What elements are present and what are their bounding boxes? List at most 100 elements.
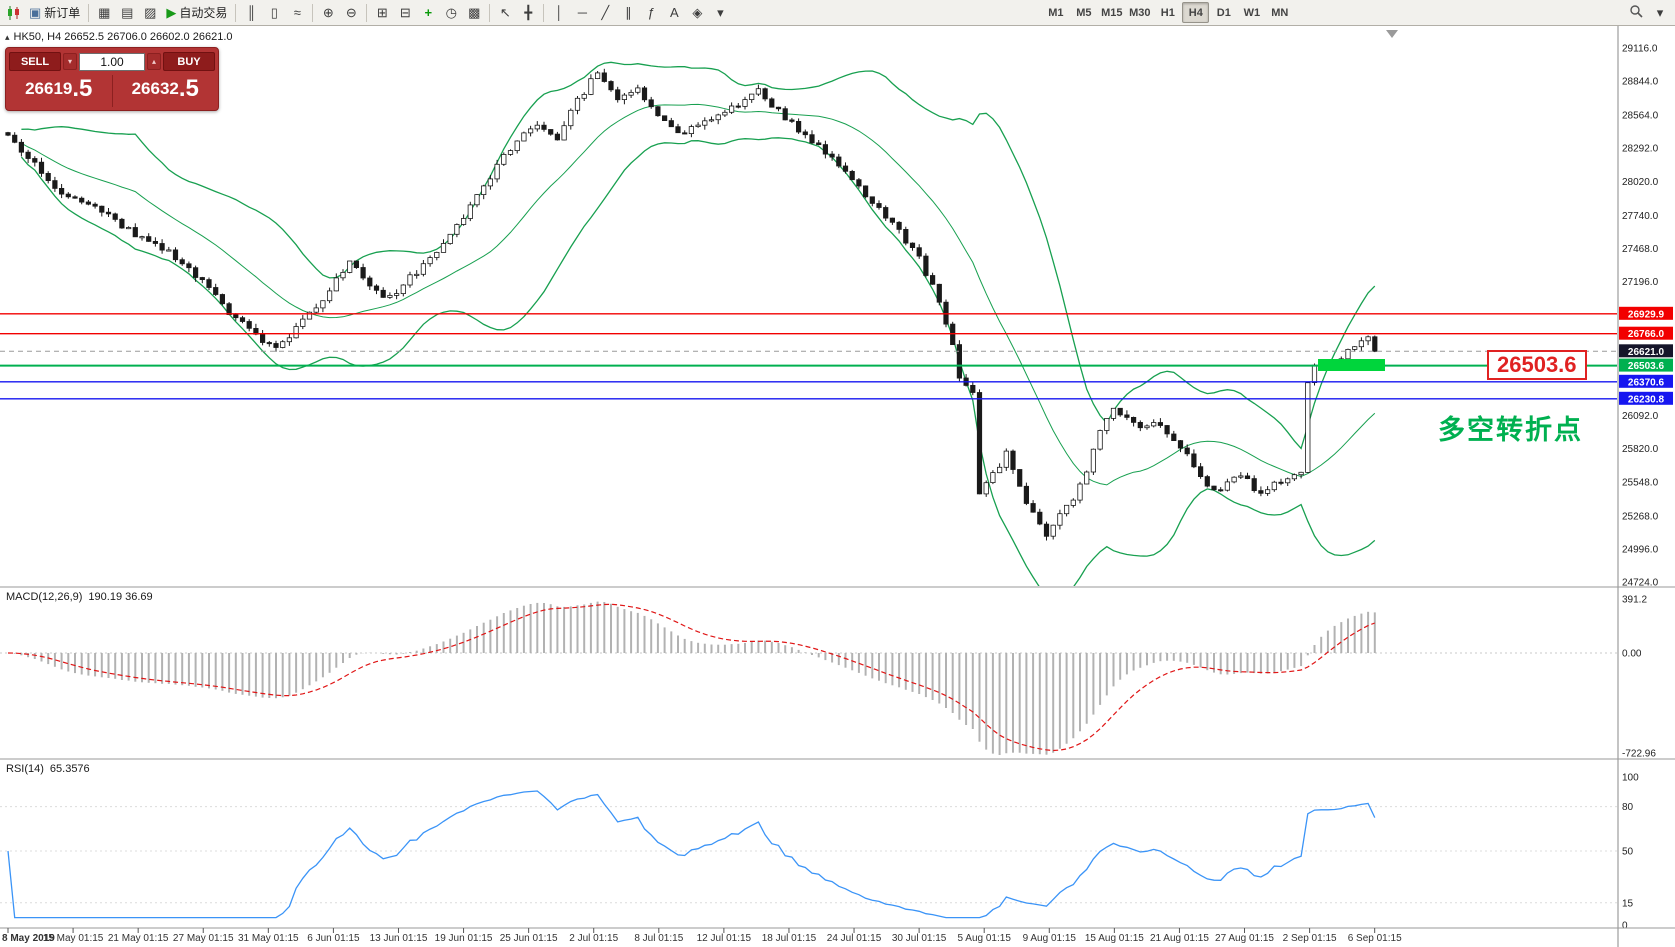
volume-input[interactable]: 1.00	[79, 52, 145, 71]
rsi-panel[interactable]	[0, 790, 1617, 919]
svg-text:27 May 01:15: 27 May 01:15	[173, 933, 234, 944]
charts-window-button[interactable]: ▦	[93, 2, 115, 23]
candle-chart-button[interactable]: ▯	[263, 2, 285, 23]
svg-text:15 Aug 01:15: 15 Aug 01:15	[1085, 933, 1144, 944]
line-chart-button[interactable]: ≈	[286, 2, 308, 23]
cascade-windows-button[interactable]: ⊟	[394, 2, 416, 23]
timeframe-h1-button[interactable]: H1	[1154, 2, 1181, 23]
svg-text:21 Aug 01:15: 21 Aug 01:15	[1150, 933, 1209, 944]
zoom-out-button[interactable]: ⊖	[340, 2, 362, 23]
bar-chart-icon: ║	[246, 5, 256, 20]
volume-decrease-button[interactable]: ▾	[63, 53, 77, 70]
zoom-in-button[interactable]: ⊕	[317, 2, 339, 23]
main-chart-area[interactable]	[0, 61, 1617, 599]
autotrading-button[interactable]: ▶ 自动交易	[162, 2, 231, 23]
bar-chart-button[interactable]: ║	[240, 2, 262, 23]
price-tag	[1619, 391, 1673, 405]
search-icon	[1629, 4, 1643, 21]
toolbar-more-button[interactable]: ▾	[1649, 2, 1671, 23]
svg-text:25820.0: 25820.0	[1622, 444, 1659, 455]
text-icon: A	[669, 5, 679, 20]
market-watch-icon: ▨	[144, 5, 157, 20]
rsi-value: 65.3576	[49, 763, 90, 775]
macd-signal-line	[7, 603, 1376, 752]
support-price-label[interactable]: 26503.6	[1487, 350, 1587, 380]
timeframe-w1-button[interactable]: W1	[1238, 2, 1265, 23]
templates-icon: ▩	[468, 5, 481, 20]
svg-text:29116.0: 29116.0	[1622, 44, 1658, 55]
timeframe-m15-button[interactable]: M15	[1098, 2, 1125, 23]
shapes-dropdown-button[interactable]: ▾	[709, 2, 731, 23]
templates-button[interactable]: ▩	[463, 2, 485, 23]
crosshair-button[interactable]: ╋	[517, 2, 539, 23]
profiles-button[interactable]: ▤	[116, 2, 138, 23]
collapse-icon[interactable]: ▴	[5, 31, 10, 42]
svg-text:25268.0: 25268.0	[1622, 511, 1659, 522]
cursor-button[interactable]: ↖	[494, 2, 516, 23]
symbol-ohlc-text: HK50, H4 26652.5 26706.0 26602.0 26621.0	[13, 31, 233, 43]
buy-price-main: 26632	[131, 79, 179, 98]
svg-text:5 Aug 01:15: 5 Aug 01:15	[958, 933, 1012, 944]
timeframe-m5-button[interactable]: M5	[1070, 2, 1097, 23]
indicators-button[interactable]: +	[417, 2, 439, 23]
timeframe-m1-button[interactable]: M1	[1042, 2, 1069, 23]
svg-text:50: 50	[1622, 847, 1634, 858]
bollinger-lower-band	[20, 137, 1376, 586]
channel-button[interactable]: ∥	[617, 2, 639, 23]
indicators-icon: +	[424, 5, 433, 20]
svg-text:12 Jul 01:15: 12 Jul 01:15	[697, 933, 752, 944]
svg-text:15: 15	[1622, 898, 1634, 909]
buy-price[interactable]: 26632 .5	[113, 73, 219, 109]
svg-text:26230.8: 26230.8	[1628, 394, 1665, 405]
svg-text:18 Jul 01:15: 18 Jul 01:15	[762, 933, 817, 944]
vline-button[interactable]: │	[548, 2, 570, 23]
new-order-button[interactable]: ▣ 新订单	[25, 2, 84, 23]
svg-text:28020.0: 28020.0	[1622, 177, 1659, 188]
hline-button[interactable]: ─	[571, 2, 593, 23]
fibonacci-button[interactable]: ƒ	[640, 2, 662, 23]
tile-windows-button[interactable]: ⊞	[371, 2, 393, 23]
autotrading-play-icon: ▶	[166, 5, 177, 20]
svg-text:15 May 01:15: 15 May 01:15	[43, 933, 104, 944]
svg-text:0.00: 0.00	[1622, 649, 1642, 660]
turning-point-annotation[interactable]: 多空转折点	[1438, 415, 1583, 445]
macd-values: 190.19 36.69	[88, 591, 153, 603]
timeframe-h4-button[interactable]: H4	[1182, 2, 1210, 23]
candle-chart-icon: ▯	[270, 5, 278, 20]
svg-text:27740.0: 27740.0	[1622, 211, 1659, 222]
cascade-windows-icon: ⊟	[399, 5, 411, 20]
timeframe-mn-button[interactable]: MN	[1266, 2, 1293, 23]
svg-text:6 Jun 01:15: 6 Jun 01:15	[307, 933, 360, 944]
volume-increase-button[interactable]: ▴	[147, 53, 161, 70]
svg-text:2 Jul 01:15: 2 Jul 01:15	[569, 933, 618, 944]
line-chart-icon: ≈	[293, 5, 301, 20]
periods-button[interactable]: ◷	[440, 2, 462, 23]
timeframe-d1-button[interactable]: D1	[1210, 2, 1237, 23]
svg-text:24996.0: 24996.0	[1622, 544, 1659, 555]
trendline-button[interactable]: ╱	[594, 2, 616, 23]
svg-text:28564.0: 28564.0	[1622, 111, 1659, 122]
green-highlight-marker[interactable]	[1318, 359, 1385, 371]
sell-price[interactable]: 26619 .5	[6, 73, 112, 109]
sell-button[interactable]: SELL	[9, 52, 61, 71]
svg-text:100: 100	[1622, 773, 1639, 784]
timeframe-m30-button[interactable]: M30	[1126, 2, 1153, 23]
spin-down-icon: ▾	[67, 57, 72, 66]
timeframe-buttons: M1 M5 M15 M30 H1 H4 D1 W1 MN	[1042, 2, 1293, 23]
arrows-button[interactable]: ◈	[686, 2, 708, 23]
market-watch-button[interactable]: ▨	[139, 2, 161, 23]
text-button[interactable]: A	[663, 2, 685, 23]
search-button[interactable]	[1625, 2, 1647, 23]
svg-text:391.2: 391.2	[1622, 595, 1647, 606]
svg-text:9 Aug 01:15: 9 Aug 01:15	[1023, 933, 1077, 944]
price-axis[interactable]: 29116.0 28844.0 28564.0 28292.0 28020.0 27740…	[1619, 44, 1673, 932]
svg-text:25548.0: 25548.0	[1622, 477, 1659, 488]
svg-text:6 Sep 01:15: 6 Sep 01:15	[1348, 933, 1402, 944]
price-tag	[1619, 344, 1673, 358]
macd-panel[interactable]	[0, 601, 1617, 755]
svg-text:27 Aug 01:15: 27 Aug 01:15	[1215, 933, 1274, 944]
fibonacci-icon: ƒ	[647, 5, 655, 20]
buy-button[interactable]: BUY	[163, 52, 215, 71]
